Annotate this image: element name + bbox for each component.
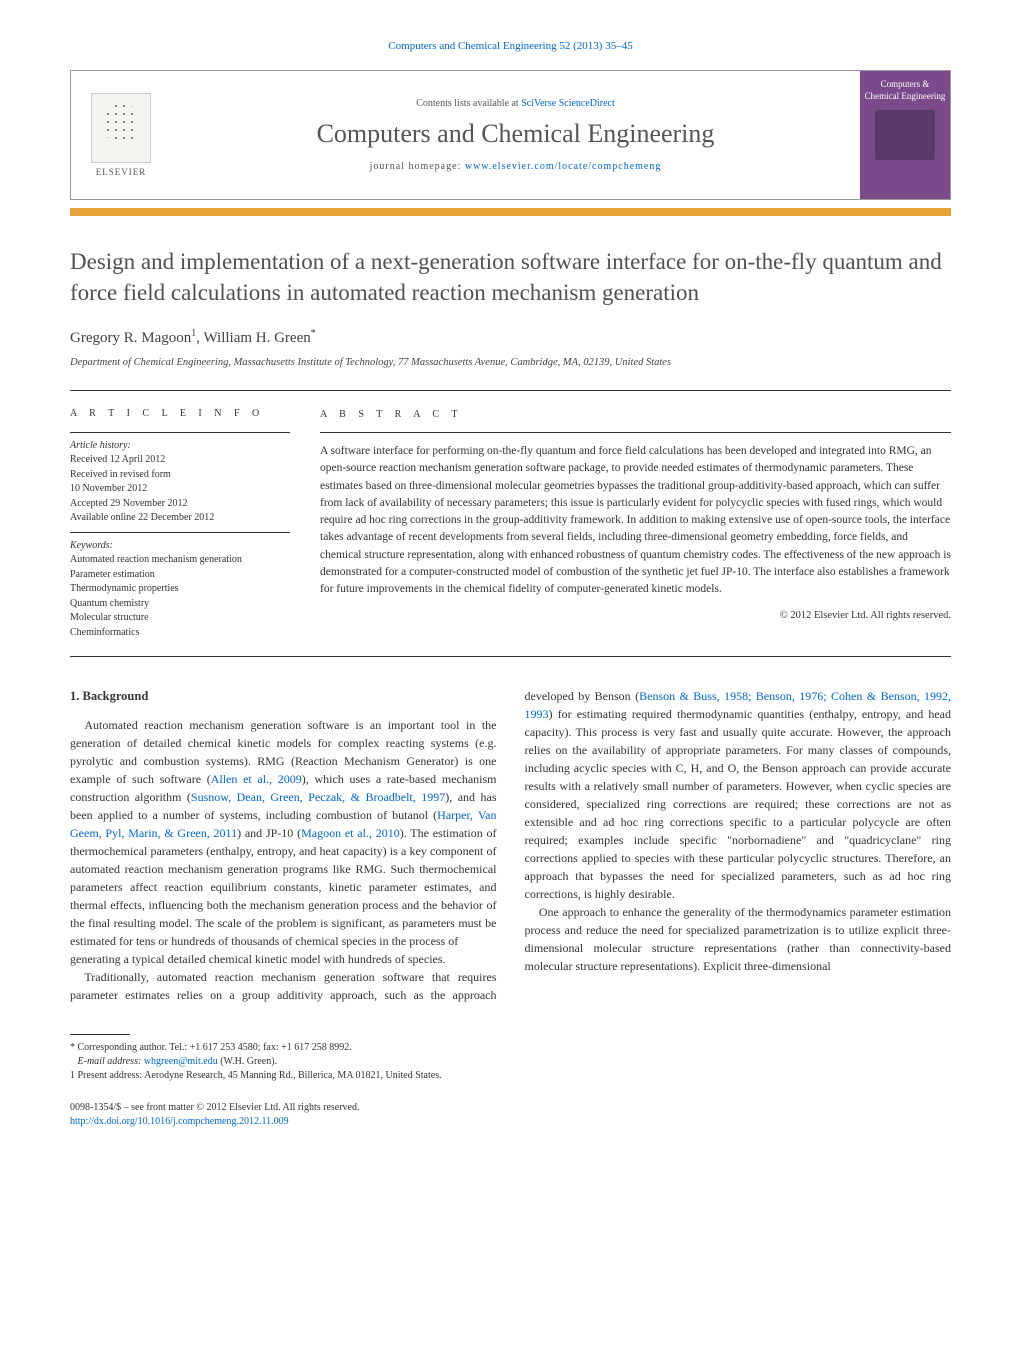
history-label: Article history:: [70, 440, 131, 451]
keywords-label: Keywords:: [70, 540, 113, 551]
journal-reference: Computers and Chemical Engineering 52 (2…: [70, 40, 951, 52]
sciencedirect-link[interactable]: SciVerse ScienceDirect: [521, 98, 615, 109]
article-info-heading: a r t i c l e i n f o: [70, 407, 290, 422]
copyright-line: 0098-1354/$ – see front matter © 2012 El…: [70, 1101, 951, 1115]
contents-line: Contents lists available at SciVerse Sci…: [416, 98, 615, 109]
section-1-heading: 1. Background: [70, 687, 497, 706]
body-paragraph-1-cont: generating a typical detailed chemical k…: [70, 950, 497, 968]
author-1: Gregory R. Magoon: [70, 330, 191, 346]
keyword: Quantum chemistry: [70, 597, 290, 612]
abstract-heading: a b s t r a c t: [320, 407, 951, 422]
cover-image-icon: [875, 110, 935, 160]
citation-link[interactable]: Susnow, Dean, Green, Peczak, & Broadbelt…: [191, 790, 445, 804]
abstract-rule: [320, 432, 951, 433]
author-2-sup: *: [311, 328, 316, 339]
body-paragraph-1: Automated reaction mechanism generation …: [70, 716, 497, 950]
info-abstract-row: a r t i c l e i n f o Article history: R…: [70, 407, 951, 640]
bottom-meta: 0098-1354/$ – see front matter © 2012 El…: [70, 1101, 951, 1129]
journal-title: Computers and Chemical Engineering: [317, 119, 715, 149]
elsevier-tree-icon: [91, 93, 151, 163]
footnote-rule: [70, 1034, 130, 1035]
history-received: Received 12 April 2012: [70, 453, 290, 468]
corresponding-author: * Corresponding author. Tel.: +1 617 253…: [70, 1041, 475, 1055]
doi-link[interactable]: http://dx.doi.org/10.1016/j.compchemeng.…: [70, 1116, 289, 1127]
body-paragraph-3: One approach to enhance the generality o…: [525, 903, 952, 975]
elsevier-logo: ELSEVIER: [71, 71, 171, 199]
header-center: Contents lists available at SciVerse Sci…: [171, 71, 860, 199]
rule-top: [70, 390, 951, 391]
citation-link[interactable]: Magoon et al., 2010: [301, 826, 400, 840]
p1-span-d: ) and JP-10 (: [237, 826, 301, 840]
p2-span-b: ) for estimating required thermodynamic …: [525, 707, 952, 901]
keyword: Molecular structure: [70, 611, 290, 626]
history-revised-1: Received in revised form: [70, 468, 290, 483]
contents-prefix: Contents lists available at: [416, 98, 521, 109]
history-online: Available online 22 December 2012: [70, 511, 290, 526]
footnotes: * Corresponding author. Tel.: +1 617 253…: [70, 1034, 475, 1083]
keyword: Cheminformatics: [70, 626, 290, 641]
email-link[interactable]: whgreen@mit.edu: [144, 1056, 218, 1067]
email-label: E-mail address:: [78, 1056, 144, 1067]
orange-divider-bar: [70, 208, 951, 216]
article-info-column: a r t i c l e i n f o Article history: R…: [70, 407, 290, 640]
abstract-copyright: © 2012 Elsevier Ltd. All rights reserved…: [320, 608, 951, 624]
body-two-columns: 1. Background Automated reaction mechani…: [70, 687, 951, 1004]
homepage-prefix: journal homepage:: [370, 161, 465, 172]
history-accepted: Accepted 29 November 2012: [70, 497, 290, 512]
rule-bottom: [70, 656, 951, 657]
keyword: Thermodynamic properties: [70, 582, 290, 597]
elsevier-label: ELSEVIER: [96, 167, 147, 177]
present-address: 1 Present address: Aerodyne Research, 45…: [70, 1069, 475, 1083]
homepage-link[interactable]: www.elsevier.com/locate/compchemeng: [465, 161, 662, 172]
abstract-text: A software interface for performing on-t…: [320, 443, 951, 598]
journal-cover-thumbnail: Computers & Chemical Engineering: [860, 71, 950, 199]
info-rule-2: [70, 532, 290, 533]
article-title: Design and implementation of a next-gene…: [70, 246, 951, 308]
journal-header-box: ELSEVIER Contents lists available at Sci…: [70, 70, 951, 200]
p1-span-e: ). The estimation of thermochemical para…: [70, 826, 497, 948]
keyword: Automated reaction mechanism generation: [70, 553, 290, 568]
authors-line: Gregory R. Magoon1, William H. Green*: [70, 328, 951, 347]
citation-link[interactable]: Allen et al., 2009: [211, 772, 302, 786]
homepage-line: journal homepage: www.elsevier.com/locat…: [370, 161, 662, 172]
email-suffix: (W.H. Green).: [218, 1056, 277, 1067]
history-revised-2: 10 November 2012: [70, 482, 290, 497]
info-rule-1: [70, 432, 290, 433]
affiliation: Department of Chemical Engineering, Mass…: [70, 357, 951, 368]
author-2: William H. Green: [203, 330, 310, 346]
keyword: Parameter estimation: [70, 568, 290, 583]
abstract-column: a b s t r a c t A software interface for…: [320, 407, 951, 640]
cover-title: Computers & Chemical Engineering: [864, 79, 946, 102]
email-line: E-mail address: whgreen@mit.edu (W.H. Gr…: [70, 1055, 475, 1069]
